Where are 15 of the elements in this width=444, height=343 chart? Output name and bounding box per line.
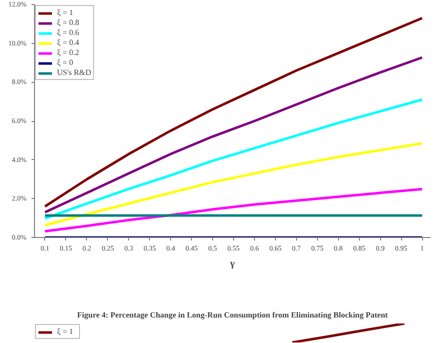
- legend-label: ξ = 0.4: [57, 38, 80, 47]
- legend-label: ξ = 1: [57, 8, 74, 17]
- legend-label: US's R&D: [57, 68, 92, 77]
- x-axis-title: γ: [229, 258, 236, 270]
- legend-label: ξ = 0.6: [57, 28, 80, 37]
- line-series: [44, 16, 424, 208]
- line-series: [44, 188, 424, 233]
- line-series: [44, 98, 424, 220]
- legend-label: ξ = 0: [57, 58, 74, 67]
- legend-label: ξ = 0.2: [57, 48, 80, 57]
- line-series: [44, 56, 424, 214]
- chart-title: Figure 4: Percentage Change in Long-Run Consumption from Eliminating Blocking Patent: [77, 310, 388, 320]
- legend-label: ξ = 1: [57, 327, 74, 336]
- line-series: [44, 142, 424, 227]
- legend-label: ξ = 0.8: [57, 18, 80, 27]
